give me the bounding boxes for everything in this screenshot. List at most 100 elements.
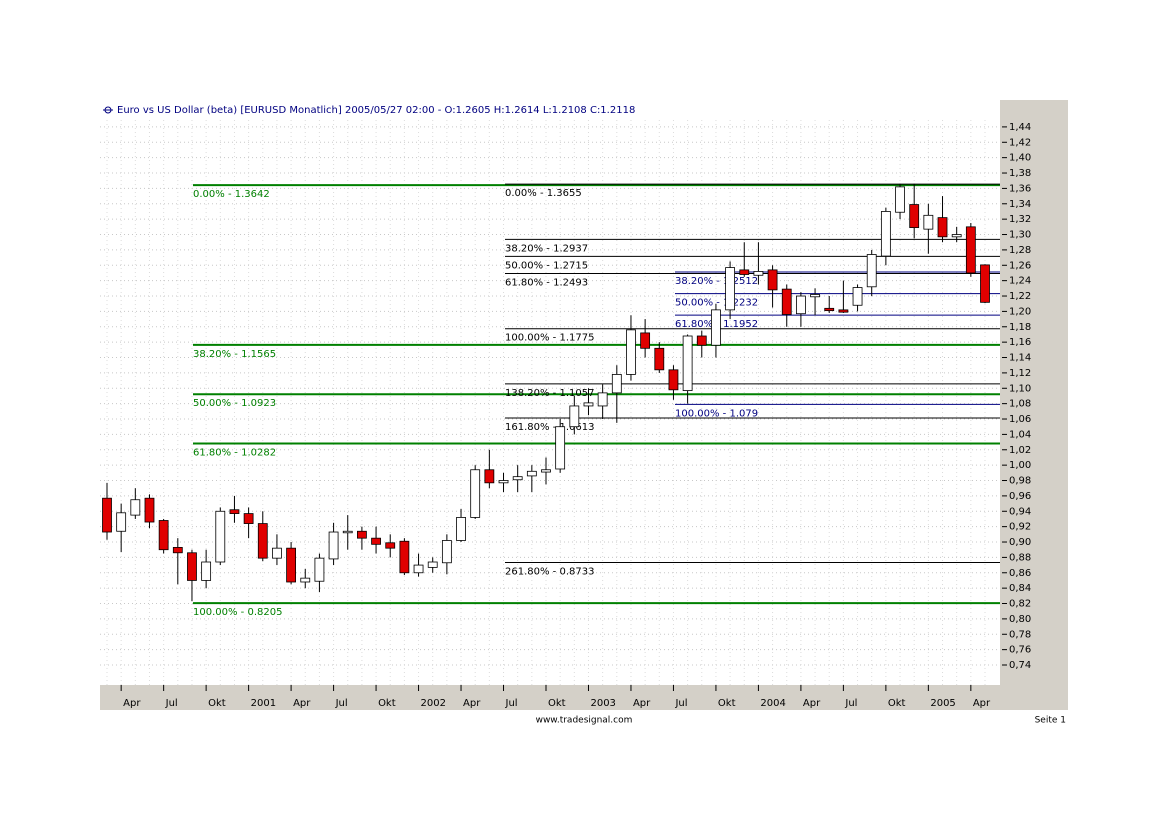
candle-body [909,204,920,229]
y-tick-label: 1,42 [1009,137,1031,148]
fib-label: 100.00% - 1.079 [675,408,758,419]
y-tick-label: 0,84 [1009,583,1031,594]
fib-label: 261.80% - 0.8733 [505,567,594,578]
fib-label: 61.80% - 1.0282 [193,447,276,458]
candle-body [427,561,438,568]
candle-body [739,269,750,275]
candle-body [413,564,424,574]
x-tick-label: Apr [123,698,141,709]
x-tick-label: 2004 [760,698,785,709]
candle-body [243,513,254,524]
y-tick-label: 0,98 [1009,476,1031,487]
candle-body [130,499,141,516]
x-tick-label: Apr [293,698,311,709]
x-tick-label: 2003 [590,698,615,709]
y-tick-label: 1,36 [1009,183,1031,194]
candle-body [824,307,835,312]
y-tick-label: 0,92 [1009,522,1031,533]
footer-page: Seite 1 [1035,716,1066,726]
y-tick-label: 1,18 [1009,322,1031,333]
y-tick-label: 1,34 [1009,199,1031,210]
y-tick-label: 0,96 [1009,491,1031,502]
x-axis-panel [100,685,1068,710]
fib-label: 61.80% - 1.2493 [505,278,588,289]
fib-label: 138.20% - 1.1057 [505,388,594,399]
candle-body [965,226,976,274]
candle-body [852,287,863,306]
y-tick-label: 0,86 [1009,568,1031,579]
y-tick-label: 0,90 [1009,537,1031,548]
y-tick-label: 1,30 [1009,230,1031,241]
candle-body [597,392,608,407]
fib-label: 50.00% - 1.2715 [505,260,588,271]
y-tick-label: 0,76 [1009,645,1031,656]
candle-body [583,402,594,407]
fib-label: 0.00% - 1.3655 [505,188,582,199]
fib-label: 38.20% - 1.2512 [675,276,758,287]
candle-body [187,552,197,581]
candle-body [980,264,990,303]
x-tick-label: Apr [973,698,991,709]
x-tick-label: Okt [378,698,396,709]
x-tick-label: Apr [463,698,481,709]
candle-body [810,294,820,298]
candle-body [371,537,381,545]
candle-body [526,470,537,477]
y-tick-label: 1,08 [1009,399,1031,410]
candle-body [470,469,481,518]
y-tick-label: 1,22 [1009,291,1031,302]
x-tick-label: 2001 [251,698,276,709]
candle-body [300,577,311,583]
y-tick-label: 1,12 [1009,368,1031,379]
y-tick-label: 0,80 [1009,614,1031,625]
y-axis-panel [1000,100,1068,710]
candle-body [781,288,792,315]
candle-body [880,211,891,257]
x-tick-label: Apr [633,698,651,709]
x-tick-label: Apr [803,698,821,709]
y-tick-label: 0,82 [1009,599,1031,610]
x-tick-label: Okt [888,698,906,709]
candle-body [272,547,282,559]
candle-body [201,561,212,581]
fib-label: 38.20% - 1.1565 [193,349,276,360]
x-tick-label: Okt [208,698,226,709]
fib-label: 50.00% - 1.2232 [675,298,758,309]
y-tick-label: 1,04 [1009,429,1031,440]
x-tick-label: Okt [718,698,736,709]
candle-body [640,332,651,349]
candle-body [441,540,452,564]
candle-body [498,480,509,484]
candle-body [484,469,495,484]
x-tick-label: Jul [505,698,518,709]
x-tick-label: Jul [844,698,857,709]
candle-body [951,234,962,238]
y-tick-label: 1,26 [1009,260,1031,271]
chart-title: Euro vs US Dollar (beta) [EURUSD Monatli… [117,105,635,116]
title-icon [103,106,113,114]
y-tick-label: 0,94 [1009,506,1031,517]
y-tick-label: 1,38 [1009,168,1031,179]
candle-body [555,426,566,470]
y-tick-label: 0,74 [1009,660,1031,671]
fib-label: 50.00% - 1.0923 [193,398,276,409]
candle-body [385,542,396,549]
candle-body [895,186,905,213]
y-tick-label: 1,14 [1009,353,1031,364]
candle-body [682,335,693,391]
candle-body [725,267,735,311]
candle-body [654,347,665,371]
y-tick-label: 1,32 [1009,214,1031,225]
x-tick-label: Jul [335,698,348,709]
y-tick-label: 1,10 [1009,383,1031,394]
candle-body [866,254,877,288]
candle-body [328,531,339,560]
candle-body [158,520,169,551]
candle-body [923,214,934,230]
candle-body [286,547,296,583]
candle-body [314,557,325,582]
y-tick-label: 1,02 [1009,445,1031,456]
x-tick-label: 2005 [930,698,955,709]
candle-body [696,335,707,346]
